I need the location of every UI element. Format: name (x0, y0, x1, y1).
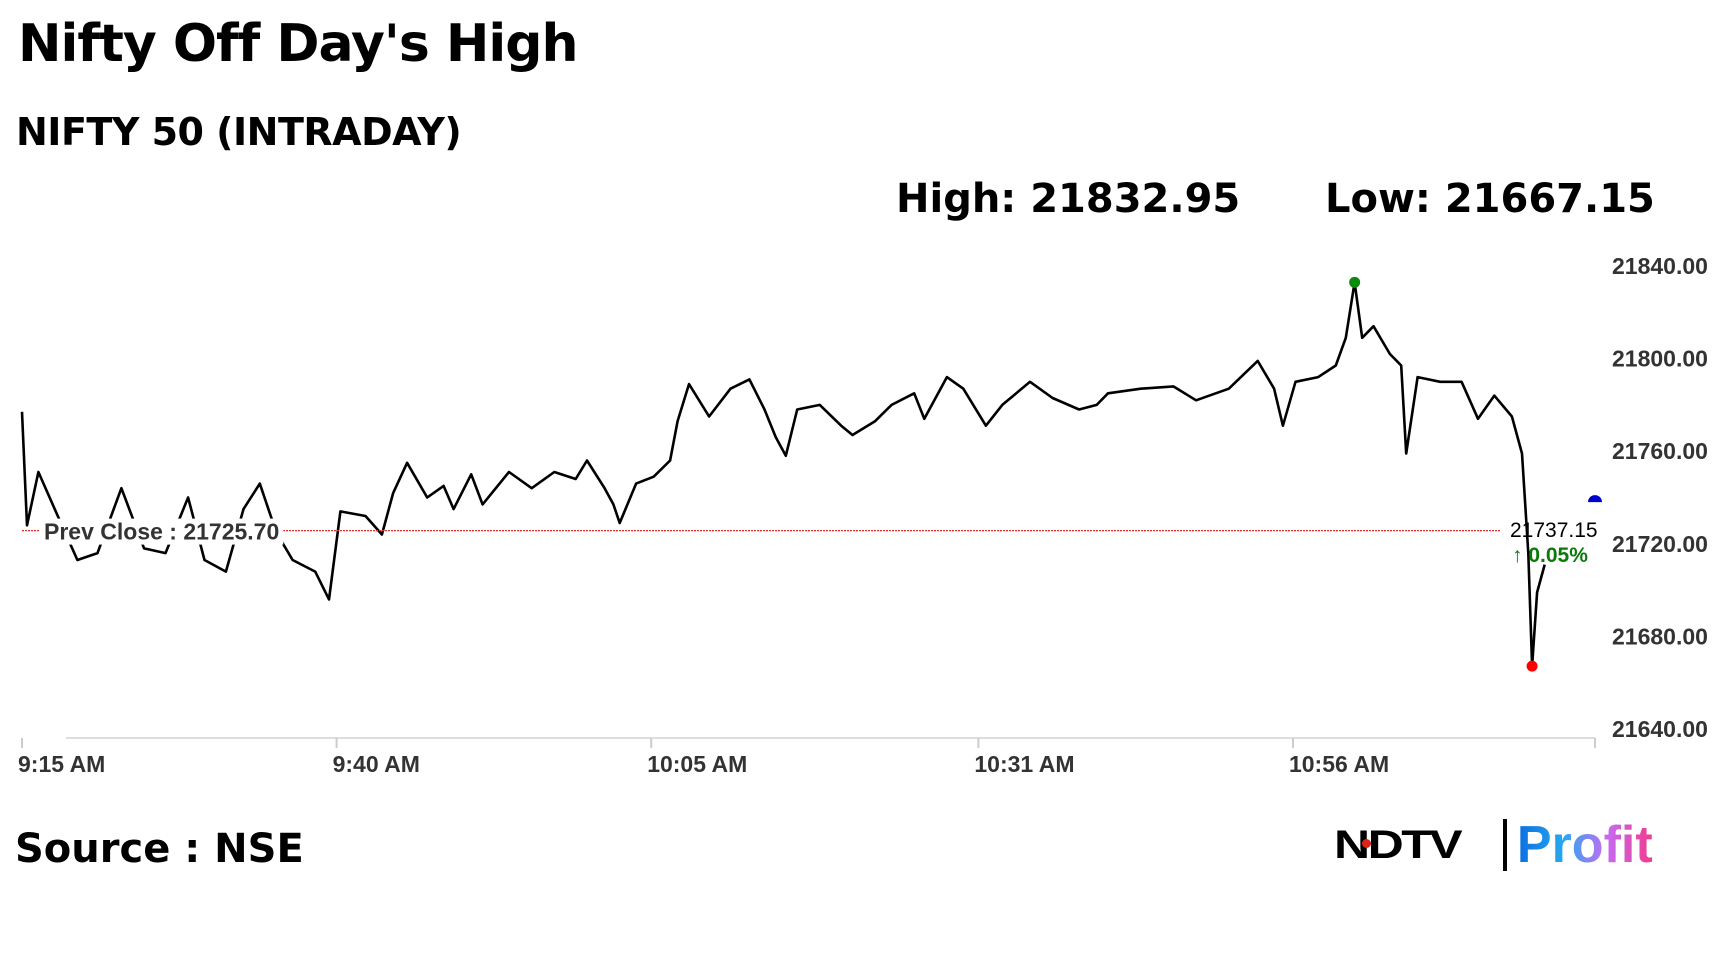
x-tick-label: 10:31 AM (974, 751, 1074, 777)
current-value-label: 21737.15 (1510, 519, 1598, 542)
x-tick-label: 10:56 AM (1289, 751, 1389, 777)
chart-subtitle: NIFTY 50 (INTRADAY) (16, 110, 462, 154)
logo-divider (1502, 819, 1507, 871)
y-tick-label: 21840.00 (1612, 253, 1708, 279)
logo-profit: Profit (1516, 816, 1653, 874)
y-tick-label: 21680.00 (1612, 623, 1708, 649)
source-note: Source : NSE (15, 826, 304, 872)
day-high: High: 21832.95 (896, 176, 1241, 222)
high-marker (1349, 276, 1361, 288)
prev-close-label-bg (40, 518, 284, 545)
logo-ndtv: NDTV (1334, 822, 1463, 867)
y-tick-label: 21760.00 (1612, 438, 1708, 464)
logo-dot-icon (1362, 839, 1371, 848)
x-tick-label: 9:15 AM (18, 751, 105, 777)
day-low: Low: 21667.15 (1325, 176, 1655, 222)
current-marker (1588, 495, 1602, 503)
price-line (20, 280, 1546, 668)
x-tick-label: 9:40 AM (333, 751, 420, 777)
current-change-label: ↑ 0.05% (1512, 544, 1588, 567)
x-tick-label: 10:05 AM (647, 751, 747, 777)
low-marker (1526, 660, 1538, 672)
y-tick-label: 21640.00 (1612, 716, 1708, 742)
intraday-chart: 9:15 AM 9:40 AM 10:05 AM 10:31 AM 10:56 AM 21… (18, 253, 1708, 777)
prev-close-label: Prev Close : 21725.70 (44, 519, 279, 545)
ndtv-profit-logo: NDTV Profit (1334, 816, 1653, 874)
chart-title: Nifty Off Day's High (18, 14, 578, 74)
y-tick-label: 21720.00 (1612, 531, 1708, 557)
y-tick-label: 21800.00 (1612, 346, 1708, 372)
